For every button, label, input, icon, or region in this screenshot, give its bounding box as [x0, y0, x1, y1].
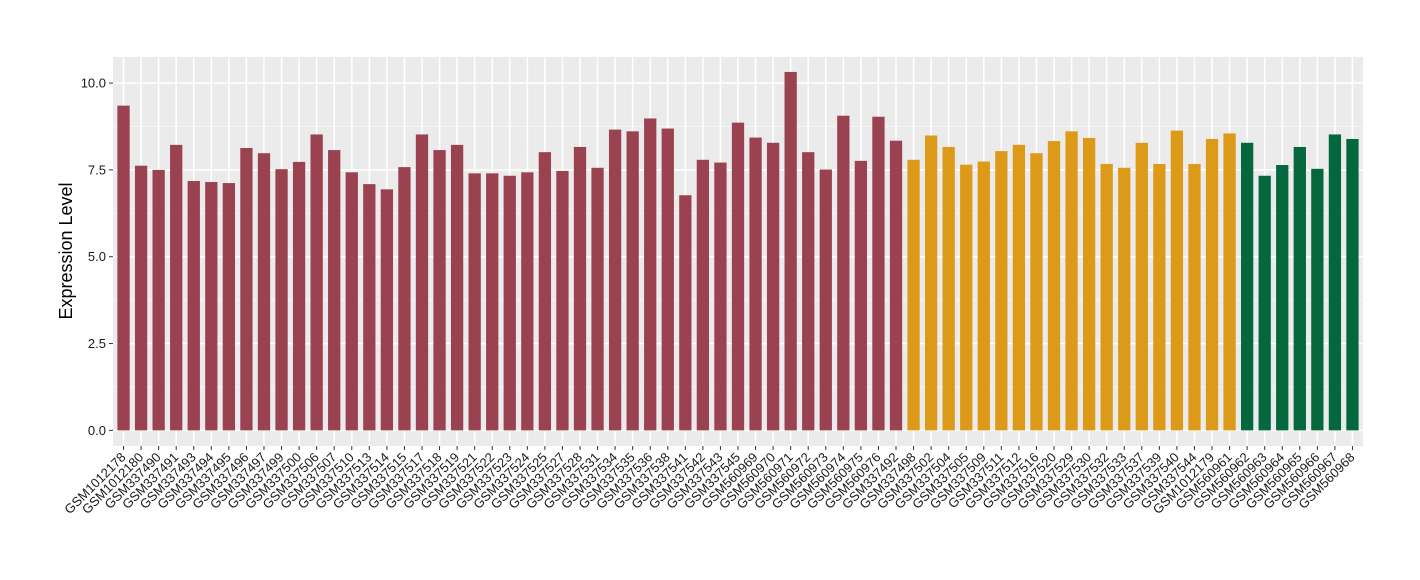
bar-GSM337499: [275, 169, 288, 431]
bar-GSM560967: [1328, 134, 1342, 431]
bar-GSM560969: [749, 137, 762, 431]
bar-GSM337500: [292, 161, 306, 431]
bar-GSM337530: [1082, 137, 1096, 431]
bar-GSM560963: [1258, 175, 1271, 431]
bar-GSM337510: [345, 172, 358, 431]
bar-GSM337512: [1012, 144, 1026, 431]
bar-GSM1012179: [1205, 138, 1219, 431]
bar-GSM337528: [573, 146, 587, 431]
bar-GSM560962: [1240, 142, 1254, 431]
bar-GSM337513: [363, 184, 376, 431]
bar-GSM337529: [1065, 131, 1078, 431]
bar-GSM337497: [257, 153, 271, 431]
bar-GSM337536: [644, 118, 657, 431]
bar-GSM337519: [450, 144, 464, 431]
bar-GSM560976: [872, 116, 885, 431]
y-axis-title: Expression Level: [56, 182, 76, 319]
bar-GSM337540: [1170, 130, 1184, 431]
bar-GSM560966: [1311, 168, 1324, 431]
bar-GSM337537: [1135, 142, 1148, 431]
bar-GSM337539: [1153, 163, 1166, 431]
bars: [117, 71, 1359, 431]
y-tick-label: 2.5: [88, 336, 106, 351]
y-tick-label: 0.0: [88, 423, 106, 438]
bar-GSM337518: [433, 150, 446, 431]
bar-GSM337545: [731, 122, 745, 431]
bar-GSM560973: [819, 169, 832, 431]
x-axis: GSM1012178GSM1012180GSM337490GSM337491GS…: [61, 446, 1358, 517]
bar-GSM560971: [784, 71, 797, 431]
bar-GSM1012180: [134, 165, 148, 431]
bar-GSM337511: [995, 151, 1008, 431]
bar-GSM560964: [1276, 165, 1289, 431]
bar-GSM337491: [170, 144, 183, 431]
bar-GSM337516: [1030, 153, 1043, 431]
bar-GSM560972: [802, 152, 815, 431]
y-axis: 0.0 2.5 5.0 7.5 10.0: [81, 76, 113, 438]
bar-GSM337504: [942, 146, 955, 431]
bar-GSM337496: [240, 147, 253, 431]
bar-GSM337533: [1118, 167, 1131, 431]
bar-GSM560965: [1293, 146, 1306, 431]
bar-GSM337522: [486, 173, 499, 431]
bar-GSM337498: [907, 159, 920, 431]
bar-GSM337534: [608, 129, 622, 431]
bar-GSM560974: [837, 115, 850, 431]
y-tick-label: 5.0: [88, 249, 106, 264]
bar-GSM337531: [591, 167, 604, 431]
bar-GSM337527: [556, 170, 569, 431]
bar-GSM337543: [714, 162, 727, 431]
bar-GSM337506: [310, 134, 323, 431]
bar-GSM560961: [1223, 133, 1236, 431]
bar-GSM560970: [766, 142, 780, 431]
bar-GSM337523: [503, 175, 516, 431]
bar-GSM337520: [1047, 141, 1061, 431]
bar-GSM337535: [626, 131, 639, 431]
y-tick-label: 10.0: [81, 76, 106, 91]
bar-GSM337514: [380, 189, 394, 431]
bar-GSM337507: [328, 150, 341, 431]
bar-GSM337521: [468, 173, 481, 431]
bar-GSM337509: [977, 161, 990, 431]
bar-GSM337494: [205, 182, 218, 431]
bar-GSM337495: [222, 183, 236, 431]
bar-GSM337532: [1100, 163, 1113, 431]
bar-GSM337517: [415, 134, 429, 431]
bar-GSM337541: [679, 195, 692, 431]
bar-GSM337515: [398, 167, 411, 431]
bar-GSM337525: [538, 152, 552, 431]
bar-GSM337490: [152, 169, 165, 431]
bar-GSM560968: [1346, 138, 1359, 431]
bar-GSM560975: [854, 160, 868, 431]
bar-GSM337505: [960, 164, 973, 431]
bar-GSM337502: [924, 135, 938, 431]
bar-GSM337538: [661, 128, 674, 431]
y-tick-label: 7.5: [88, 162, 106, 177]
bar-GSM337493: [187, 180, 200, 431]
bar-GSM337542: [696, 159, 710, 431]
bar-GSM1012178: [117, 105, 130, 431]
bar-GSM337492: [889, 140, 903, 431]
bar-GSM337524: [521, 172, 534, 431]
bar-GSM337544: [1188, 163, 1201, 431]
